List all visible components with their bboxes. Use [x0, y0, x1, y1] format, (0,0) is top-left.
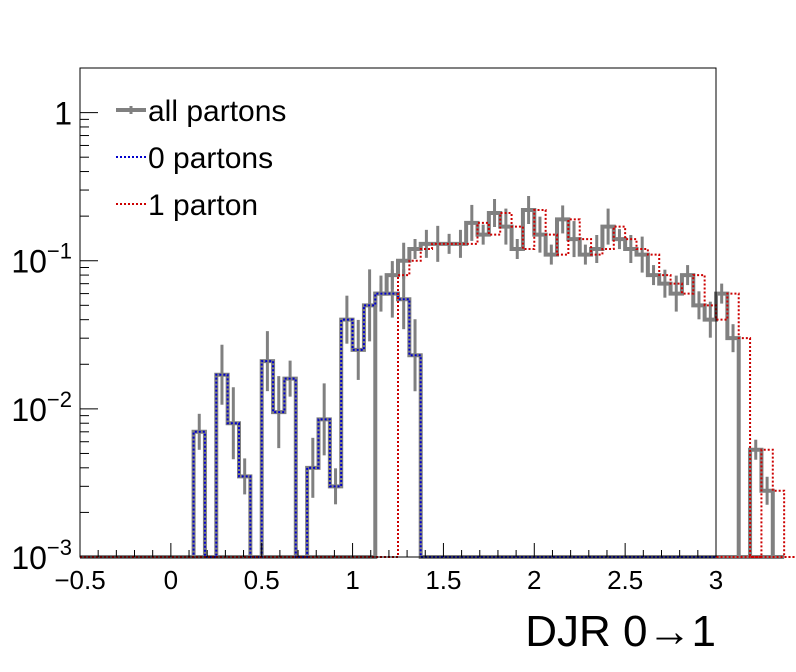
series-line [80, 209, 796, 558]
series-line [80, 208, 785, 559]
legend: all partons 0 partons 1 parton [116, 95, 286, 222]
legend-label: 1 parton [148, 189, 258, 222]
x-tick-label: 3 [709, 565, 723, 595]
x-tick-label: 1 [345, 565, 359, 595]
legend-label: 0 partons [148, 142, 273, 175]
x-tick-label: 2.5 [607, 565, 643, 595]
y-tick-label: 1 [54, 96, 72, 132]
y-tick-label: 10−1 [11, 239, 72, 280]
legend-entry: 0 partons [116, 142, 273, 175]
x-tick-label: 0.5 [244, 565, 280, 595]
x-tick-label: 2 [527, 565, 541, 595]
legend-entry: 1 parton [116, 189, 258, 222]
y-tick-label: 10−2 [11, 387, 72, 428]
axes-layer [79, 67, 717, 558]
x-tick-label: −0.5 [54, 565, 105, 595]
y-tick-label: 10−3 [11, 535, 72, 576]
x-axis-title: DJR 0→1 [525, 607, 716, 656]
series-1-parton [80, 209, 796, 558]
x-tick-label: 1.5 [425, 565, 461, 595]
tick-labels: −0.5 0 0.5 1 1.5 2 2.5 3 1 10−1 10−2 10−3 [11, 96, 723, 595]
plot-frame [79, 67, 717, 558]
x-tick-label: 0 [164, 565, 178, 595]
series-all-partons [80, 196, 785, 559]
legend-label: all partons [148, 95, 286, 128]
legend-entry: all partons [116, 95, 286, 128]
